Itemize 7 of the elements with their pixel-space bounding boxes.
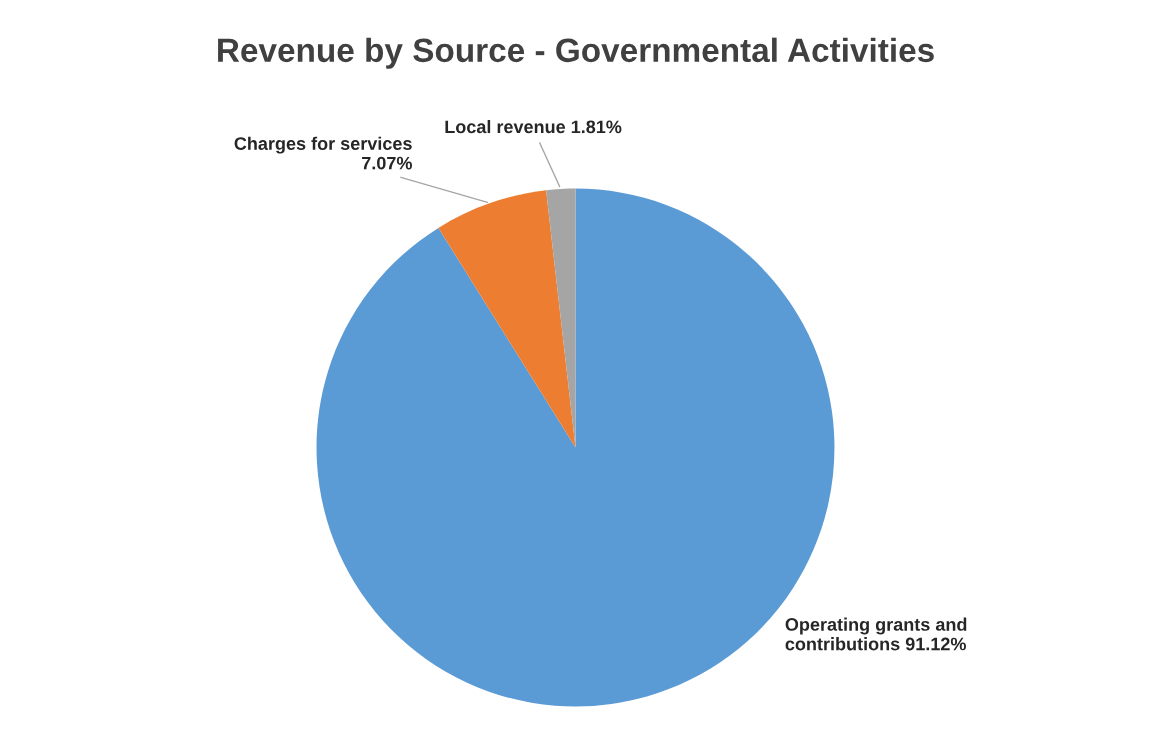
slice-label: Operating grants and contributions 91.12% — [785, 617, 967, 651]
pie-slice — [438, 190, 576, 448]
data-label: 7.07% — [362, 156, 412, 170]
slice-label: Charges for services — [234, 136, 412, 154]
chart-title: Revenue by Source - Governmental Activities — [218, 37, 934, 69]
slice-label: Local revenue 1.81% — [445, 119, 622, 134]
pie-slice — [546, 188, 576, 448]
